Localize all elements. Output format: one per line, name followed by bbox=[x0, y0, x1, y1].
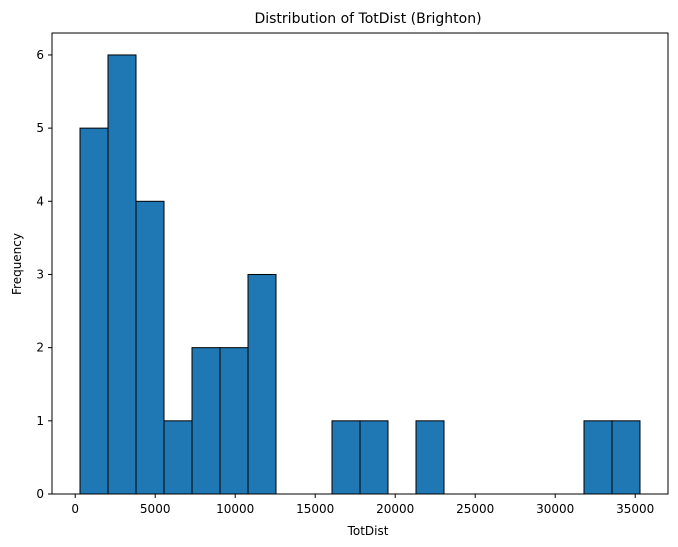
x-tick-label: 30000 bbox=[536, 502, 574, 516]
y-tick-label: 0 bbox=[36, 487, 44, 501]
x-axis: 0 5000 10000 15000 20000 25000 30000 35000 bbox=[71, 494, 654, 516]
x-tick-label: 0 bbox=[71, 502, 79, 516]
histogram-bar bbox=[583, 420, 613, 495]
x-tick-label: 5000 bbox=[140, 502, 171, 516]
y-axis: 0 1 2 3 4 5 6 bbox=[36, 48, 52, 501]
histogram-bar bbox=[611, 420, 641, 495]
histogram-bar bbox=[359, 420, 389, 495]
histogram-bar bbox=[219, 347, 249, 495]
x-tick-label: 10000 bbox=[216, 502, 254, 516]
x-tick-label: 35000 bbox=[616, 502, 654, 516]
histogram-bar bbox=[191, 347, 221, 495]
histogram-bar bbox=[79, 127, 109, 495]
x-tick-label: 15000 bbox=[296, 502, 334, 516]
histogram-bar bbox=[135, 200, 165, 495]
y-axis-title: Frequency bbox=[10, 233, 24, 295]
y-tick-label: 5 bbox=[36, 121, 44, 135]
y-tick-label: 4 bbox=[36, 194, 44, 208]
x-tick-label: 25000 bbox=[456, 502, 494, 516]
y-tick-label: 2 bbox=[36, 341, 44, 355]
x-tick-label: 20000 bbox=[376, 502, 414, 516]
histogram-bar bbox=[163, 420, 193, 495]
chart-title: Distribution of TotDist (Brighton) bbox=[254, 11, 481, 27]
histogram-bar bbox=[107, 54, 137, 495]
x-axis-title: TotDist bbox=[347, 524, 389, 538]
plot-frame bbox=[51, 32, 669, 495]
bars-group bbox=[79, 54, 641, 495]
histogram-bar bbox=[415, 420, 445, 495]
histogram-bar bbox=[247, 273, 277, 495]
y-tick-label: 1 bbox=[36, 414, 44, 428]
y-tick-label: 6 bbox=[36, 48, 44, 62]
histogram-bar bbox=[331, 420, 361, 495]
y-tick-label: 3 bbox=[36, 267, 44, 281]
